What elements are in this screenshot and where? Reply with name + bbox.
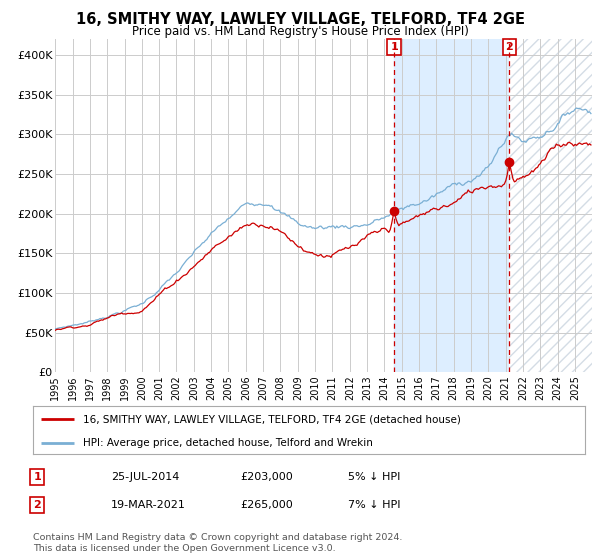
Text: 2: 2	[505, 42, 513, 52]
Text: Contains HM Land Registry data © Crown copyright and database right 2024.
This d: Contains HM Land Registry data © Crown c…	[33, 533, 403, 553]
Text: 25-JUL-2014: 25-JUL-2014	[111, 472, 179, 482]
Text: £203,000: £203,000	[240, 472, 293, 482]
Text: 1: 1	[34, 472, 41, 482]
Text: £265,000: £265,000	[240, 500, 293, 510]
Bar	[509, 39, 592, 372]
Text: 16, SMITHY WAY, LAWLEY VILLAGE, TELFORD, TF4 2GE: 16, SMITHY WAY, LAWLEY VILLAGE, TELFORD,…	[76, 12, 524, 27]
Text: 19-MAR-2021: 19-MAR-2021	[111, 500, 186, 510]
Text: Price paid vs. HM Land Registry's House Price Index (HPI): Price paid vs. HM Land Registry's House …	[131, 25, 469, 38]
Bar	[509, 39, 592, 372]
Text: 5% ↓ HPI: 5% ↓ HPI	[348, 472, 400, 482]
Text: 7% ↓ HPI: 7% ↓ HPI	[348, 500, 401, 510]
Text: 1: 1	[390, 42, 398, 52]
Bar	[394, 39, 509, 372]
Text: 2: 2	[34, 500, 41, 510]
Text: HPI: Average price, detached house, Telford and Wrekin: HPI: Average price, detached house, Telf…	[83, 438, 373, 448]
Text: 16, SMITHY WAY, LAWLEY VILLAGE, TELFORD, TF4 2GE (detached house): 16, SMITHY WAY, LAWLEY VILLAGE, TELFORD,…	[83, 414, 461, 424]
